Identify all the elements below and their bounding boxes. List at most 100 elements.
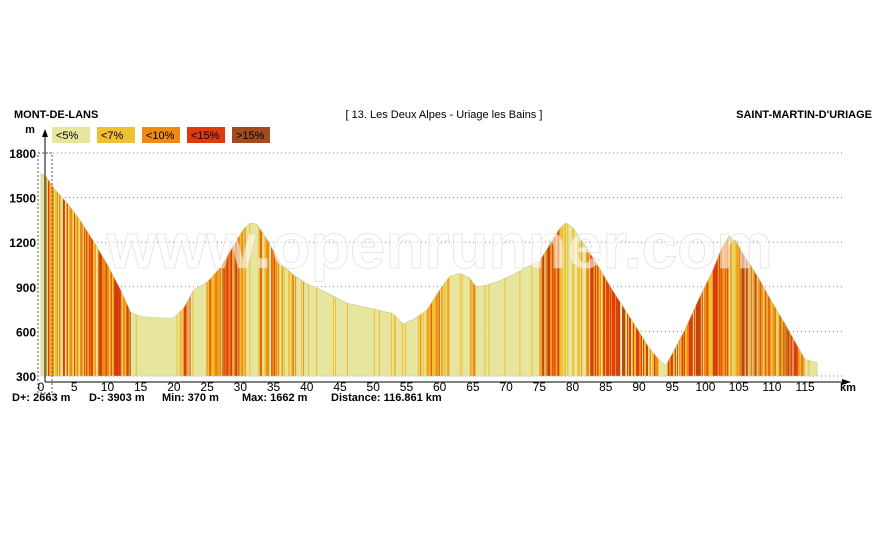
x-tick-label: 100 [695, 380, 715, 394]
slope-stripe [751, 173, 753, 376]
slope-stripe [543, 173, 545, 376]
slope-stripe [278, 173, 280, 376]
y-tick-labels: 300 600 900 1200 1500 1800 [9, 147, 36, 384]
slope-stripe [272, 173, 274, 376]
slope-stripe [516, 173, 518, 376]
slope-stripe [83, 173, 86, 376]
slope-stripe [105, 173, 108, 376]
slope-stripe [86, 173, 89, 376]
slope-stripe [458, 173, 460, 376]
slope-stripe [715, 173, 718, 376]
slope-stripe [750, 173, 752, 376]
y-tick-label: 300 [16, 370, 36, 384]
slope-stripe [722, 173, 725, 376]
slope-stripe [292, 173, 294, 376]
x-tick-label: 5 [71, 380, 78, 394]
slope-stripe [579, 173, 581, 376]
legend-label: <7% [101, 130, 124, 142]
slope-stripe [104, 173, 107, 376]
slope-stripe [102, 173, 105, 376]
x-tick-label: 30 [234, 380, 248, 394]
slope-stripe [729, 173, 732, 376]
slope-stripe [564, 173, 566, 376]
slope-stripe [752, 173, 754, 376]
slope-stripe [578, 173, 580, 376]
slope-stripe [555, 173, 557, 376]
slope-stripe [69, 173, 72, 376]
legend-label: >15% [236, 130, 265, 142]
slope-stripe [87, 173, 90, 376]
slope-stripe [63, 173, 66, 376]
slope-stripe [567, 173, 569, 376]
x-tick-label: 90 [632, 380, 646, 394]
watermark-text: www.openrunner.com [106, 210, 773, 282]
slope-stripe [599, 173, 601, 376]
slope-stripe [73, 173, 76, 376]
slope-stripe [290, 173, 292, 376]
slope-stripe [571, 173, 573, 376]
slope-stripe [72, 173, 75, 376]
slope-stripe [289, 173, 291, 376]
slope-stripe [526, 173, 528, 376]
slope-stripe [59, 173, 62, 376]
slope-stripe [570, 173, 572, 376]
slope-stripe [96, 173, 99, 376]
slope-stripe [732, 173, 735, 376]
legend-label: <15% [191, 130, 220, 142]
slope-stripe [535, 173, 537, 376]
slope-stripe [230, 173, 232, 376]
slope-stripe [556, 173, 558, 376]
slope-stripe [741, 173, 743, 376]
slope-stripe [551, 173, 553, 376]
slope-stripe [275, 173, 277, 376]
slope-stripe [803, 173, 805, 376]
slope-stripe [537, 173, 539, 376]
slope-stripe [217, 173, 219, 376]
slope-stripe [598, 173, 600, 376]
x-tick-label: 80 [566, 380, 580, 394]
slope-stripe [84, 173, 87, 376]
slope-stripe [563, 173, 565, 376]
x-tick-label: 110 [762, 380, 781, 394]
slope-stripe [288, 173, 290, 376]
slope-stripe [219, 173, 221, 376]
slope-stripe [554, 173, 556, 376]
slope-stripe [110, 173, 113, 376]
slope-stripe [547, 173, 549, 376]
slope-stripe [541, 173, 543, 376]
y-tick-label: 1500 [9, 192, 36, 206]
slope-stripe [587, 173, 589, 376]
slope-stripe [256, 173, 258, 376]
slope-stripe [53, 173, 56, 376]
slope-stripe [252, 173, 254, 376]
slope-stripe [747, 173, 749, 376]
legend-swatch [187, 127, 225, 143]
slope-stripe [716, 173, 719, 376]
slope-stripe [738, 173, 740, 376]
legend-label: <5% [56, 130, 79, 142]
slope-stripe [88, 173, 91, 376]
slope-stripe [93, 173, 96, 376]
slope-stripe [254, 173, 256, 376]
slope-stripe [257, 173, 259, 376]
slope-stripe [280, 173, 282, 376]
slope-stripe [75, 173, 78, 376]
y-tick-label: 900 [16, 281, 36, 295]
slope-stripe [240, 173, 242, 376]
slope-stripe [99, 173, 102, 376]
slope-stripe [460, 173, 462, 376]
slope-stripe [529, 173, 531, 376]
slope-stripe [45, 173, 48, 376]
slope-stripe [98, 173, 101, 376]
slope-stripe [97, 173, 100, 376]
slope-stripe [234, 173, 236, 376]
x-tick-label: 20 [167, 380, 181, 394]
slope-stripe [255, 173, 257, 376]
x-tick-label: 15 [134, 380, 148, 394]
x-tick-label: 0 [38, 380, 45, 394]
slope-stripe [545, 173, 547, 376]
slope-stripe [57, 173, 60, 376]
slope-stripe [593, 173, 595, 376]
y-tick-label: 600 [16, 325, 36, 339]
slope-stripe [755, 173, 757, 376]
